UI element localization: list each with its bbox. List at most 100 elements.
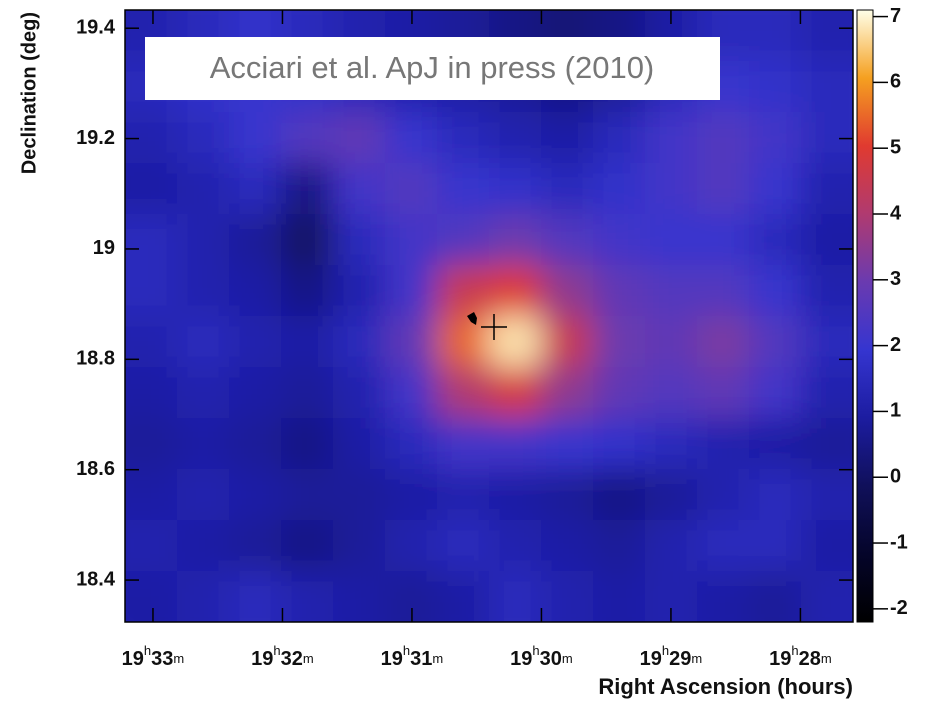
x-tick-label: 19h32m bbox=[251, 643, 314, 670]
heat-cell bbox=[385, 265, 438, 317]
x-tick-label: 19h33m bbox=[122, 643, 185, 670]
heat-cell bbox=[437, 571, 490, 622]
heat-cell bbox=[177, 163, 230, 215]
heat-cell bbox=[801, 214, 853, 266]
y-tick-label: 18.4 bbox=[76, 568, 116, 590]
heat-cell bbox=[801, 265, 853, 317]
heat-cell bbox=[541, 520, 594, 572]
heat-cell bbox=[749, 112, 802, 164]
colorbar-tick-label: -2 bbox=[890, 597, 908, 619]
colorbar-tick-label: 6 bbox=[890, 71, 901, 93]
heat-cell bbox=[177, 214, 230, 266]
axes: 18.4 18.6 18.8 19 19.2 19.4 19h33m 19h32m 19h31m… bbox=[76, 10, 853, 670]
colorbar bbox=[856, 9, 874, 623]
colorbar-tick-label: 3 bbox=[890, 268, 901, 290]
y-axis-title: Declination (deg) bbox=[18, 12, 40, 174]
heat-cell bbox=[489, 469, 542, 521]
heat-cell bbox=[489, 214, 542, 266]
heat-cell bbox=[645, 163, 698, 215]
x-tick-label: 19h28m bbox=[769, 643, 832, 670]
heat-cell bbox=[749, 316, 802, 368]
heat-cell bbox=[125, 214, 178, 266]
heat-cell bbox=[697, 418, 750, 470]
heat-cell bbox=[593, 112, 646, 164]
heat-cell bbox=[489, 571, 542, 622]
heat-cell bbox=[801, 418, 853, 470]
colorbar-tick-label: 7 bbox=[890, 5, 901, 27]
heat-cell bbox=[593, 418, 646, 470]
heat-cell bbox=[333, 163, 386, 215]
heat-cell bbox=[593, 469, 646, 521]
heat-cell bbox=[697, 265, 750, 317]
heat-cell bbox=[697, 112, 750, 164]
heat-cell bbox=[125, 418, 178, 470]
heat-cell bbox=[229, 112, 282, 164]
heat-cell bbox=[437, 265, 490, 317]
heat-cell bbox=[333, 316, 386, 368]
heat-cell bbox=[645, 112, 698, 164]
heat-cell bbox=[177, 367, 230, 419]
heat-cell bbox=[593, 520, 646, 572]
heat-cell bbox=[437, 367, 490, 419]
heat-cell bbox=[541, 367, 594, 419]
heat-cell bbox=[593, 265, 646, 317]
heat-cell bbox=[177, 520, 230, 572]
heat-cell bbox=[281, 265, 334, 317]
colorbar-tick-label: 4 bbox=[890, 202, 902, 224]
heat-cell bbox=[645, 316, 698, 368]
star-marker bbox=[467, 312, 477, 325]
heat-cell bbox=[489, 316, 542, 368]
heat-cell bbox=[645, 214, 698, 266]
heat-cell bbox=[229, 265, 282, 317]
heat-cell bbox=[697, 469, 750, 521]
heat-cell bbox=[177, 571, 230, 622]
heat-cell bbox=[541, 469, 594, 521]
heat-cell bbox=[437, 469, 490, 521]
heat-cell bbox=[437, 418, 490, 470]
heat-cell bbox=[385, 112, 438, 164]
heat-cell bbox=[229, 520, 282, 572]
heat-cell bbox=[541, 316, 594, 368]
heat-cell bbox=[645, 418, 698, 470]
heat-cell bbox=[177, 265, 230, 317]
heat-cell bbox=[437, 520, 490, 572]
heat-cell bbox=[177, 316, 230, 368]
heat-cell bbox=[489, 163, 542, 215]
heat-cell bbox=[333, 112, 386, 164]
heat-cell bbox=[645, 469, 698, 521]
heat-cell bbox=[385, 214, 438, 266]
heat-cell bbox=[281, 469, 334, 521]
heat-cell bbox=[489, 265, 542, 317]
x-axis-title: Right Ascension (hours) bbox=[598, 674, 853, 699]
heat-cell bbox=[229, 214, 282, 266]
heat-cell bbox=[645, 367, 698, 419]
heat-cell bbox=[593, 367, 646, 419]
heat-cell bbox=[281, 214, 334, 266]
heat-cell bbox=[333, 520, 386, 572]
colorbar-ticks: -2 -1 0 1 2 3 4 5 6 7 bbox=[873, 5, 908, 619]
source-marker bbox=[467, 312, 507, 340]
heat-cell bbox=[281, 112, 334, 164]
heat-cell bbox=[697, 316, 750, 368]
heat-cell bbox=[229, 469, 282, 521]
heat-cell bbox=[125, 520, 178, 572]
heat-cell bbox=[801, 163, 853, 215]
heat-cell bbox=[749, 469, 802, 521]
heat-cell bbox=[385, 367, 438, 419]
heat-cell bbox=[125, 163, 178, 215]
heat-cell bbox=[281, 367, 334, 419]
heat-cell bbox=[333, 214, 386, 266]
heat-cell bbox=[125, 265, 178, 317]
heat-cell bbox=[489, 112, 542, 164]
heat-cell bbox=[541, 265, 594, 317]
heat-cell bbox=[749, 214, 802, 266]
heat-cell bbox=[749, 418, 802, 470]
heat-cell bbox=[229, 316, 282, 368]
colorbar-tick-label: 2 bbox=[890, 334, 901, 356]
x-tick-label: 19h30m bbox=[510, 643, 573, 670]
heat-cell bbox=[541, 163, 594, 215]
heat-cell bbox=[437, 316, 490, 368]
heat-cell bbox=[697, 571, 750, 622]
heat-cell bbox=[229, 418, 282, 470]
